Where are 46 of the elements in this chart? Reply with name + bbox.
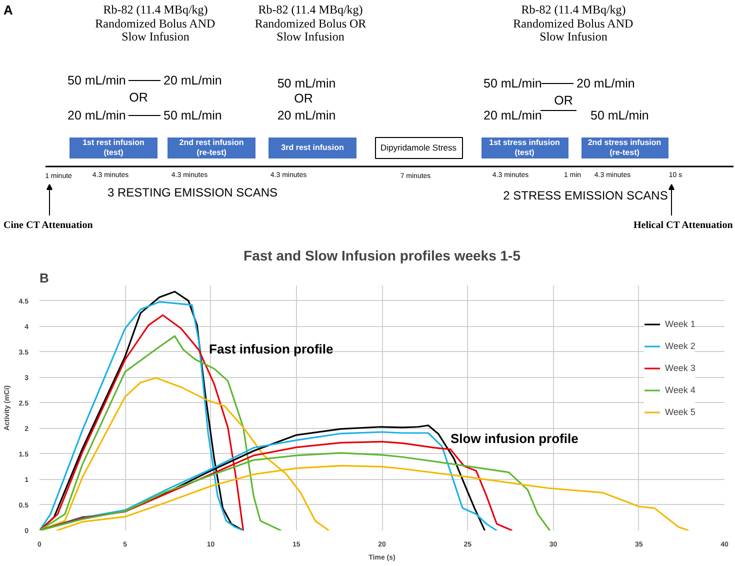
text: Helical CT Attenuation xyxy=(634,220,734,231)
text: (test) xyxy=(104,148,124,157)
text: Rb-82 (11.4 MBq/kg) xyxy=(103,2,208,16)
text: 50 mL/min xyxy=(590,108,649,122)
text: (re-test) xyxy=(196,148,227,157)
chart-title: Fast and Slow Infusion profiles weeks 1-5 xyxy=(244,248,521,264)
text: Randomized Bolus AND xyxy=(513,16,634,30)
text: 1st stress infusion xyxy=(489,138,560,147)
text: 2 STRESS EMISSION SCANS xyxy=(503,188,668,202)
text: 3 RESTING EMISSION SCANS xyxy=(107,186,278,200)
text: A xyxy=(4,2,14,18)
legend-label: Week 1 xyxy=(665,319,696,329)
text: 20 mL/min xyxy=(68,108,126,122)
legend-label: Week 2 xyxy=(665,341,696,351)
text: 50 mL/min xyxy=(68,74,126,88)
text: Dipyridamole Stress xyxy=(380,142,457,152)
text: 20 mL/min xyxy=(277,108,336,122)
text: (test) xyxy=(514,148,535,157)
text: 2nd rest infusion xyxy=(179,138,244,147)
text: OR xyxy=(129,90,148,104)
text: 50 mL/min xyxy=(164,108,222,122)
text: Randomized Bolus AND xyxy=(95,16,216,30)
text: Randomized Bolus OR xyxy=(254,16,366,30)
text: 50 mL/min xyxy=(277,76,336,90)
legend-label: Week 5 xyxy=(665,407,696,417)
legend-label: Week 3 xyxy=(665,363,696,373)
legend-label: Week 4 xyxy=(665,385,696,395)
text: 50 mL/min xyxy=(484,76,542,90)
text: 1st rest infusion xyxy=(82,138,145,147)
annotation: Fast infusion profile xyxy=(209,342,334,357)
text: 20 mL/min xyxy=(576,76,635,90)
text: 2nd stress infusion xyxy=(588,138,662,147)
text: OR xyxy=(294,92,313,106)
text: Rb-82 (11.4 MBq/kg) xyxy=(258,2,363,16)
text: 20 mL/min xyxy=(484,108,542,122)
text: 20 mL/min xyxy=(164,74,222,88)
text: Slow Infusion xyxy=(276,30,344,44)
text: Slow Infusion xyxy=(540,30,608,44)
text: Rb-82 (11.4 MBq/kg) xyxy=(521,2,626,16)
text: OR xyxy=(554,94,573,108)
annotation: Slow infusion profile xyxy=(450,431,578,446)
text: Slow Infusion xyxy=(122,30,190,44)
text: 3rd rest infusion xyxy=(281,143,344,152)
annotation: B xyxy=(40,270,49,286)
text: Cine CT Attenuation xyxy=(4,220,94,231)
text: (re-test) xyxy=(610,148,640,157)
